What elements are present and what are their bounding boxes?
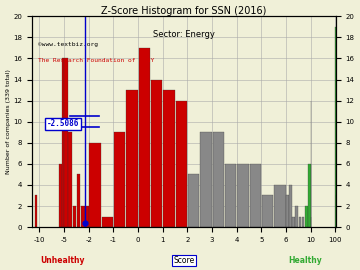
Text: Score: Score [173, 256, 194, 265]
Title: Z-Score Histogram for SSN (2016): Z-Score Histogram for SSN (2016) [101, 6, 266, 16]
Bar [225, 164, 236, 227]
Bar [305, 206, 307, 227]
Bar [308, 164, 311, 227]
Bar [59, 164, 62, 227]
Bar [151, 80, 162, 227]
Bar [68, 132, 72, 227]
Bar [139, 48, 150, 227]
Bar [213, 132, 224, 227]
Bar [292, 217, 295, 227]
Bar [286, 195, 289, 227]
Text: ©www.textbiz.org: ©www.textbiz.org [38, 42, 98, 47]
Text: -2.5086: -2.5086 [47, 119, 79, 128]
Bar [62, 59, 64, 227]
Bar [85, 206, 89, 227]
Bar [64, 59, 68, 227]
Bar [249, 164, 261, 227]
Bar [296, 206, 298, 227]
Bar [35, 195, 37, 227]
Bar [237, 164, 249, 227]
Bar [302, 217, 305, 227]
Bar [81, 206, 85, 227]
Bar [298, 217, 301, 227]
Bar [114, 132, 125, 227]
Bar [163, 90, 175, 227]
Bar [89, 143, 101, 227]
Bar [126, 90, 138, 227]
Bar [102, 217, 113, 227]
Y-axis label: Number of companies (339 total): Number of companies (339 total) [5, 69, 10, 174]
Bar [262, 195, 273, 227]
Bar [77, 174, 80, 227]
Bar [72, 206, 76, 227]
Text: Healthy: Healthy [288, 256, 322, 265]
Bar [200, 132, 212, 227]
Text: Unhealthy: Unhealthy [40, 256, 85, 265]
Text: The Research Foundation of SUNY: The Research Foundation of SUNY [38, 59, 154, 63]
Text: Sector: Energy: Sector: Energy [153, 30, 215, 39]
Bar [176, 101, 187, 227]
Bar [188, 174, 199, 227]
Bar [274, 185, 285, 227]
Bar [289, 185, 292, 227]
